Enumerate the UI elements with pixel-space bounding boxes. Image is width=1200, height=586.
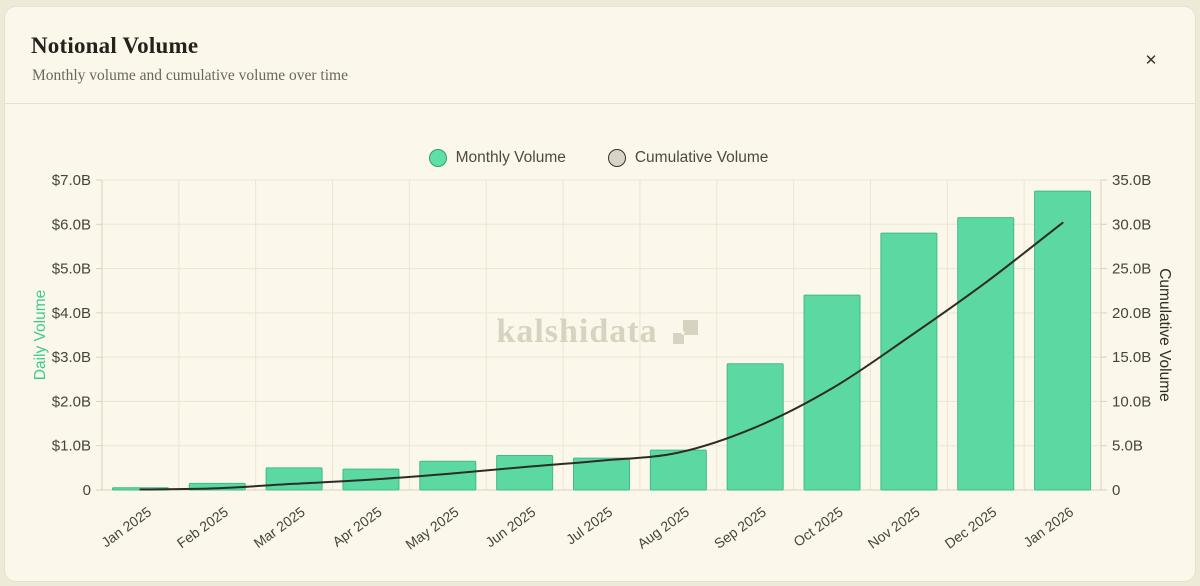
x-label-aug-2025: Aug 2025 (634, 503, 692, 551)
right-tick-label-5: 5.0B (1112, 438, 1143, 455)
left-tick-label-5: $5.0B (52, 261, 91, 278)
left-tick-label-3: $3.0B (52, 349, 91, 366)
x-label-nov-2025: Nov 2025 (865, 503, 923, 551)
bar-dec-2025[interactable] (957, 217, 1015, 491)
legend-item-monthly-volume[interactable]: Monthly Volume (428, 149, 566, 167)
left-tick-label-2: $2.0B (52, 393, 91, 410)
legend-label: Cumulative Volume (634, 149, 769, 166)
legend-label: Monthly Volume (455, 149, 566, 166)
legend-item-cumulative-volume[interactable]: Cumulative Volume (607, 149, 769, 167)
bar-oct-2025[interactable] (803, 294, 861, 491)
volume-chart: 0 $1.0B $2.0B $3.0B $4.0B $5.0B $6.0B $7.0B 0 5.0… (32, 172, 1173, 553)
right-tick-label-15: 15.0B (1112, 349, 1151, 366)
bar-jul-2025[interactable] (573, 457, 630, 491)
chart-region: Monthly Volume Cumulative Volume kalshid… (5, 105, 1195, 581)
monthly-volume-swatch-icon (428, 149, 447, 167)
left-tick-label-7: $7.0B (52, 172, 91, 189)
x-label-sep-2025: Sep 2025 (711, 503, 769, 551)
x-label-mar-2025: Mar 2025 (251, 503, 308, 551)
cumulative-volume-line (139, 221, 1064, 491)
left-tick-label-4: $4.0B (52, 305, 91, 322)
x-label-jun-2025: Jun 2025 (482, 503, 538, 550)
page-title: Notional Volume (31, 33, 199, 58)
x-label-may-2025: May 2025 (402, 503, 461, 552)
x-label-jan-2026: Jan 2026 (1020, 503, 1076, 550)
right-tick-label-35: 35.0B (1112, 172, 1151, 189)
x-label-dec-2025: Dec 2025 (942, 503, 1000, 551)
bar-jan-2026[interactable] (1034, 190, 1092, 491)
left-tick-label-1: $1.0B (52, 438, 91, 455)
notional-volume-card: Notional Volume Monthly volume and cumul… (4, 6, 1196, 582)
left-tick-label-0: 0 (83, 482, 91, 499)
bar-nov-2025[interactable] (880, 232, 938, 491)
x-label-oct-2025: Oct 2025 (790, 503, 846, 549)
cumulative-volume-swatch-icon (607, 149, 626, 167)
left-axis-title: Daily Volume (32, 290, 49, 380)
chart-legend: Monthly Volume Cumulative Volume (96, 149, 1101, 167)
right-tick-label-30: 30.0B (1112, 216, 1151, 233)
card-header: Notional Volume Monthly volume and cumul… (5, 7, 1195, 104)
right-tick-label-10: 10.0B (1112, 393, 1151, 410)
x-label-apr-2025: Apr 2025 (329, 503, 385, 549)
right-tick-label-0: 0 (1112, 482, 1120, 499)
x-label-jan-2025: Jan 2025 (98, 503, 154, 550)
x-label-jul-2025: Jul 2025 (563, 503, 615, 547)
left-tick-label-6: $6.0B (52, 216, 91, 233)
bar-jun-2025[interactable] (496, 454, 554, 491)
page-subtitle: Monthly volume and cumulative volume ove… (32, 67, 348, 84)
right-tick-label-25: 25.0B (1112, 261, 1151, 278)
bar-mar-2025[interactable] (265, 467, 323, 491)
right-tick-label-20: 20.0B (1112, 305, 1151, 322)
x-label-feb-2025: Feb 2025 (174, 503, 231, 551)
bar-aug-2025[interactable] (649, 449, 707, 491)
close-button[interactable]: ✕ (1137, 47, 1165, 75)
right-axis-title: Cumulative Volume (1156, 268, 1173, 402)
